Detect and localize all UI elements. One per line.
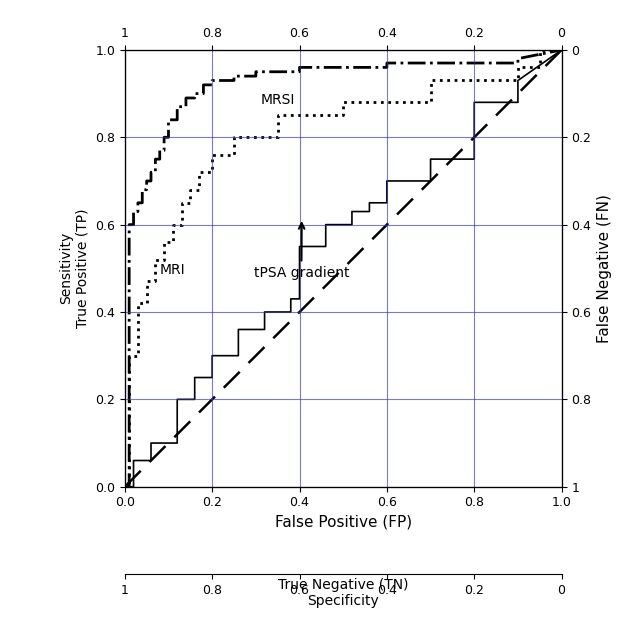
Text: MRI: MRI <box>160 263 185 277</box>
Text: MRSI: MRSI <box>260 93 295 107</box>
Y-axis label: False Negative (FN): False Negative (FN) <box>597 194 612 343</box>
Y-axis label: Sensitivity
True Positive (TP): Sensitivity True Positive (TP) <box>59 208 89 328</box>
X-axis label: False Positive (FP): False Positive (FP) <box>275 515 412 530</box>
Text: tPSA gradient: tPSA gradient <box>253 223 349 280</box>
Text: True Negative (TN)
Specificity: True Negative (TN) Specificity <box>278 578 409 608</box>
